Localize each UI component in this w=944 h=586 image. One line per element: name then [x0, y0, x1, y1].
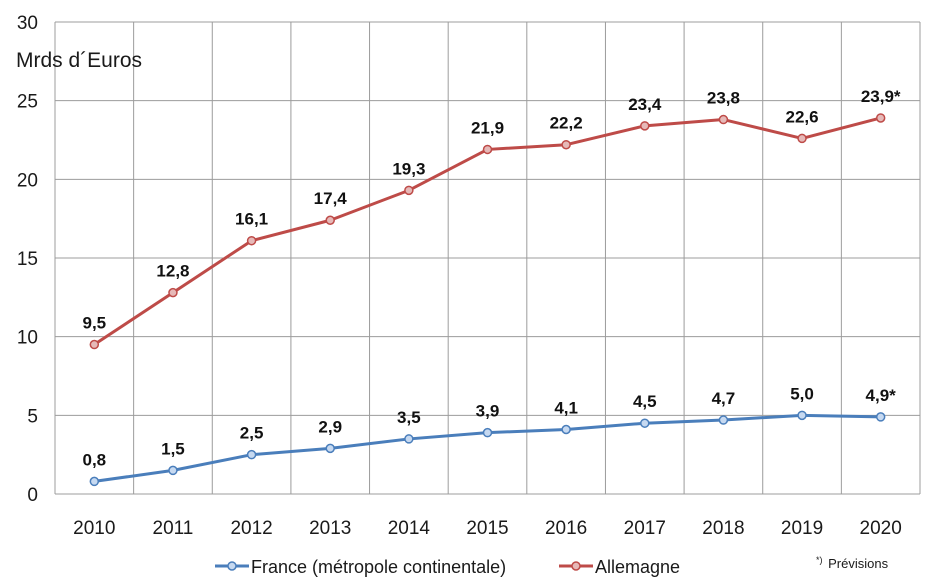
legend-label: Allemagne [595, 557, 680, 577]
y-tick-label: 15 [17, 249, 38, 270]
data-point [875, 113, 886, 123]
data-label: 4,9* [866, 386, 897, 405]
data-label: 23,4 [628, 95, 662, 114]
footnote: *) Prévisions [816, 551, 889, 571]
data-label: 23,8 [707, 89, 740, 108]
data-point [718, 415, 729, 425]
y-tick-label: 20 [17, 170, 38, 191]
data-point [89, 476, 100, 487]
legend-item-2: Allemagne [559, 557, 680, 577]
data-label: 12,8 [156, 262, 189, 281]
data-label: 21,9 [471, 118, 504, 137]
data-label: 5,0 [790, 384, 814, 403]
data-point [325, 215, 335, 225]
data-point [640, 121, 650, 131]
x-tick-label: 2010 [73, 518, 115, 539]
gridlines [54, 21, 921, 495]
data-label: 2,5 [240, 424, 264, 443]
data-label: 2,9 [318, 417, 342, 436]
legend: France (métropole continentale) Allemagne [215, 557, 680, 577]
y-tick-label: 0 [27, 485, 38, 506]
data-label: 1,5 [161, 439, 185, 458]
data-label: 4,1 [554, 398, 578, 417]
data-point [561, 139, 571, 150]
y-tick-label: 10 [17, 328, 38, 349]
data-point [89, 339, 100, 350]
footnote-text: Prévisions [828, 556, 888, 571]
data-label: 0,8 [82, 450, 106, 469]
data-point [325, 443, 335, 454]
y-tick-label: 25 [17, 92, 38, 113]
legend-label: France (métropole continentale) [251, 557, 506, 577]
data-label: 22,6 [785, 107, 818, 126]
data-point [404, 434, 414, 444]
data-point [875, 412, 886, 422]
x-axis-ticks: 2010 2011 2012 2013 2014 2015 2016 2017 2018 2019… [73, 518, 902, 539]
data-point [482, 144, 493, 155]
data-label: 23,9* [861, 87, 901, 106]
data-label: 3,9 [476, 402, 500, 421]
x-tick-label: 2012 [230, 518, 272, 539]
data-label: 9,5 [82, 314, 106, 333]
x-tick-label: 2020 [860, 518, 902, 539]
x-tick-label: 2011 [153, 518, 194, 539]
data-point [246, 449, 257, 460]
data-point [246, 235, 257, 246]
legend-swatch-marker [571, 561, 581, 571]
data-point [404, 185, 414, 196]
y-axis-label: Mrds d´Euros [16, 49, 142, 72]
series-1: 0,8 1,5 2,5 2,9 3,5 3,9 4,1 4,5 4,7 5,0 4,9* [82, 384, 897, 487]
series-2: 9,5 12,8 16,1 17,4 19,3 21,9 22,2 23,4 23,8 22,6 2… [82, 87, 901, 350]
x-tick-label: 2014 [388, 518, 431, 539]
data-label: 17,4 [314, 189, 348, 208]
data-label: 3,5 [397, 408, 421, 427]
x-tick-label: 2017 [624, 518, 666, 539]
data-point [718, 114, 729, 125]
data-point [797, 133, 807, 144]
data-point [640, 418, 650, 428]
data-label: 4,5 [633, 392, 657, 411]
footnote-marker: *) [816, 555, 823, 565]
data-point [168, 465, 178, 476]
legend-item-1: France (métropole continentale) [215, 557, 506, 577]
data-label: 16,1 [235, 210, 268, 229]
x-tick-label: 2019 [781, 518, 823, 539]
x-tick-label: 2015 [466, 518, 508, 539]
data-point [482, 427, 493, 438]
data-label: 22,2 [550, 114, 583, 133]
series-group: 0,8 1,5 2,5 2,9 3,5 3,9 4,1 4,5 4,7 5,0 4,9* 9,5 12,… [82, 87, 901, 487]
x-tick-label: 2013 [309, 518, 351, 539]
data-label: 4,7 [712, 389, 736, 408]
data-point [561, 424, 571, 435]
legend-swatch-marker [227, 561, 237, 571]
data-label: 19,3 [392, 159, 425, 178]
data-point [168, 287, 178, 298]
y-tick-label: 30 [17, 13, 38, 34]
data-point [797, 410, 807, 421]
y-axis-ticks: 0 5 10 15 20 25 30 [17, 13, 38, 506]
y-tick-label: 5 [27, 406, 38, 427]
x-tick-label: 2016 [545, 518, 587, 539]
x-tick-label: 2018 [702, 518, 744, 539]
